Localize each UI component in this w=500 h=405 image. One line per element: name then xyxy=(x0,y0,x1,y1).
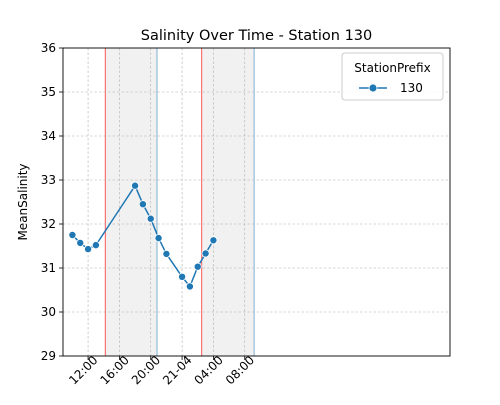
shaded-region-1 xyxy=(105,48,158,356)
y-axis-label: MeanSalinity xyxy=(16,163,30,240)
shaded-regions xyxy=(104,48,255,356)
y-tick-label: 33 xyxy=(41,173,56,187)
legend-series-label: 130 xyxy=(400,81,423,95)
data-point xyxy=(131,181,140,190)
data-point xyxy=(209,236,218,245)
legend: StationPrefix 130 xyxy=(341,52,444,101)
y-tick-label: 34 xyxy=(41,129,56,143)
data-point xyxy=(154,234,163,243)
plot-frame xyxy=(62,47,451,357)
legend-series-marker xyxy=(368,83,378,93)
data-point xyxy=(193,262,202,271)
shaded-region-2 xyxy=(201,48,255,356)
chart-title: Salinity Over Time - Station 130 xyxy=(141,28,373,44)
data-point xyxy=(178,272,187,281)
data-point xyxy=(185,282,194,291)
series-layer xyxy=(68,181,218,291)
data-point xyxy=(68,230,77,239)
data-point xyxy=(138,200,147,209)
data-point xyxy=(146,214,155,223)
data-point xyxy=(84,245,93,254)
y-tick-label: 30 xyxy=(41,305,56,319)
legend-title: StationPrefix xyxy=(354,61,430,75)
y-tick-label: 29 xyxy=(41,349,56,363)
y-tick-label: 31 xyxy=(41,261,56,275)
data-point xyxy=(91,241,100,250)
data-point xyxy=(201,249,210,258)
data-point xyxy=(76,238,85,247)
y-tick-label: 36 xyxy=(41,41,56,55)
y-tick-label: 32 xyxy=(41,217,56,231)
y-tick-label: 35 xyxy=(41,85,56,99)
data-point xyxy=(162,249,171,258)
